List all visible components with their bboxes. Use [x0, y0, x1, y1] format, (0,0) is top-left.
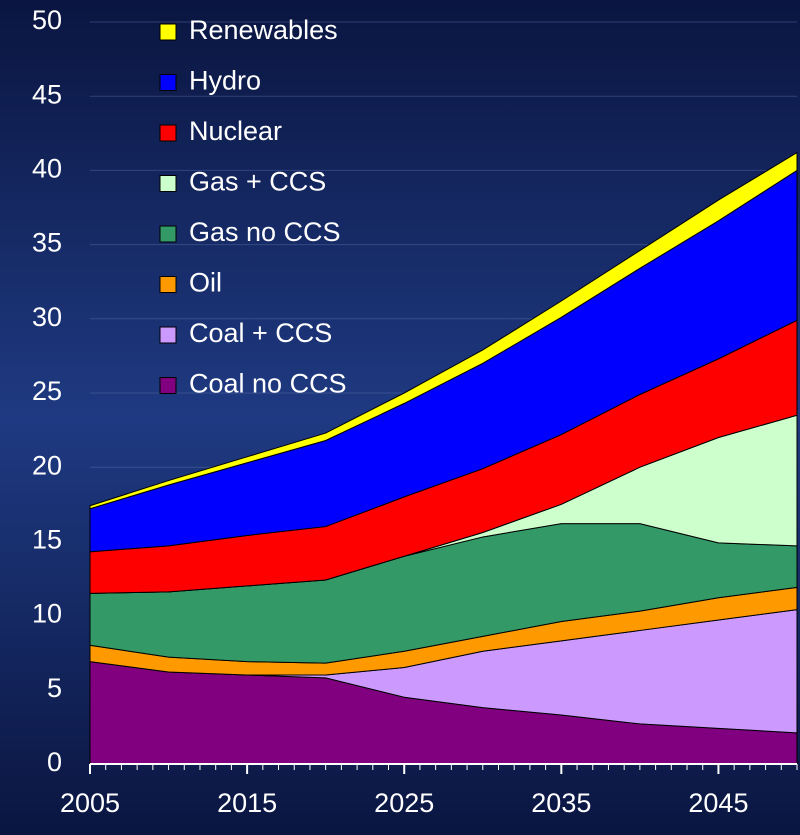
y-tick-label: 50 [32, 5, 62, 35]
legend-swatch [159, 124, 177, 142]
legend-label: Gas no CCS [189, 217, 341, 247]
legend-swatch [159, 326, 177, 344]
legend-label: Hydro [189, 66, 261, 96]
y-tick-label: 10 [32, 599, 62, 629]
legend-label: Renewables [189, 15, 338, 45]
x-tick-label: 2015 [217, 788, 277, 818]
y-tick-label: 30 [32, 302, 62, 332]
legend-swatch [159, 23, 177, 41]
y-tick-label: 0 [47, 747, 62, 777]
legend-swatch [159, 377, 177, 394]
legend-swatch [159, 74, 177, 91]
y-tick-label: 25 [32, 376, 62, 406]
y-tick-label: 40 [32, 154, 62, 184]
legend-label: Oil [189, 268, 222, 298]
legend-swatch [159, 225, 177, 243]
area [89, 151, 798, 510]
legend-label: Coal no CCS [189, 369, 347, 399]
x-tick-label: 2025 [374, 788, 434, 818]
legend-swatch [159, 276, 177, 293]
legend: Renewables Hydro Nuclear Gas + CCS Gas no CC… [159, 15, 347, 399]
legend-swatch [159, 175, 177, 192]
x-tick-label: 2035 [531, 788, 591, 818]
y-tick-label: 20 [32, 450, 62, 480]
y-tick-label: 5 [47, 673, 62, 703]
legend-label: Gas + CCS [189, 167, 326, 197]
y-tick-label: 35 [32, 228, 62, 258]
legend-label: Nuclear [189, 116, 282, 146]
x-tick-label: 2045 [688, 788, 748, 818]
legend-label: Coal + CCS [189, 318, 332, 348]
x-tick-label: 2005 [60, 788, 120, 818]
y-tick-label: 15 [32, 525, 62, 555]
y-tick-label: 45 [32, 79, 62, 109]
